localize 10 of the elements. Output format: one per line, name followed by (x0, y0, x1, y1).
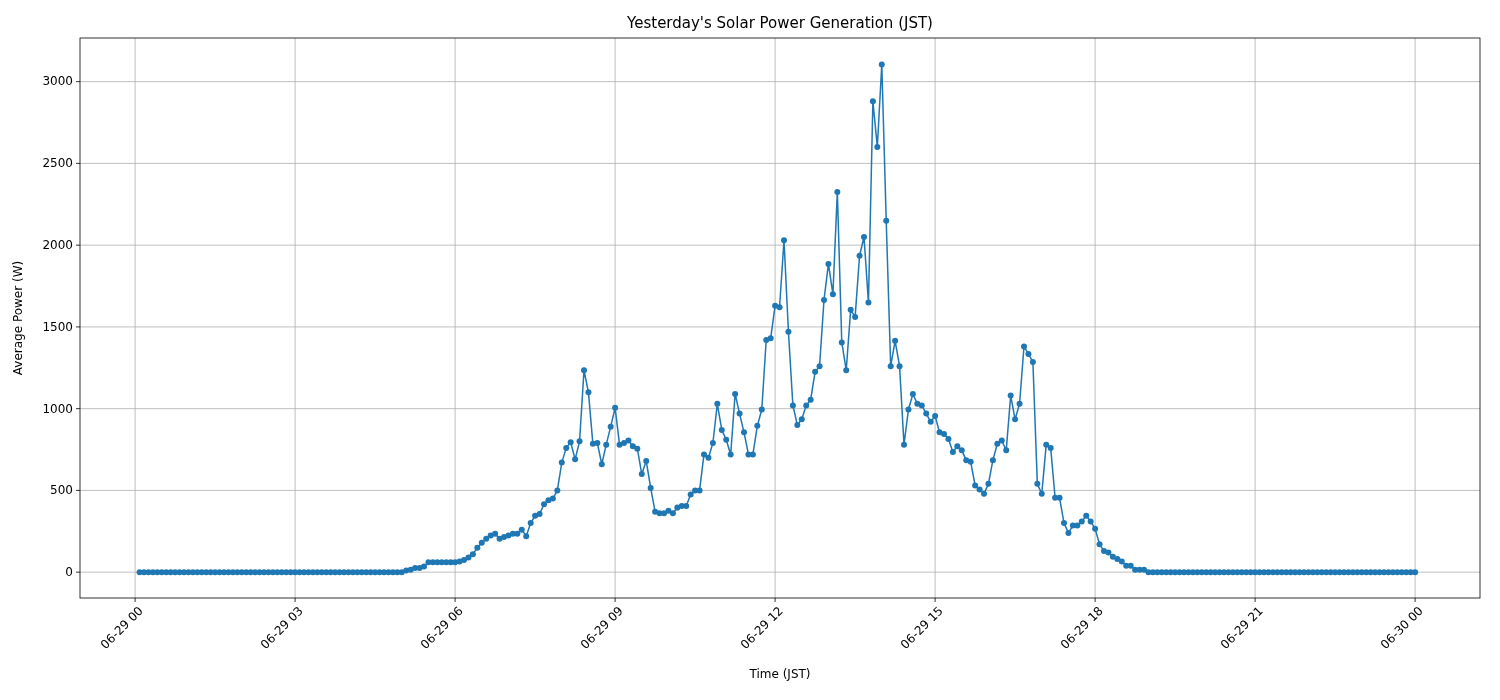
y-tick-label: 0 (65, 565, 73, 580)
y-tick-label: 2500 (42, 156, 73, 171)
y-tick-label: 2000 (42, 238, 73, 252)
x-axis-title: Time (JST) (748, 667, 811, 681)
y-tick-label: 1500 (42, 319, 73, 334)
chart-title: Yesterday's Solar Power Generation (JST) (626, 14, 933, 32)
y-tick-label: 3000 (42, 74, 73, 89)
y-tick-label: 500 (50, 483, 73, 498)
y-axis-title: Average Power (W) (11, 260, 25, 376)
y-tick-label: 1000 (42, 401, 73, 416)
